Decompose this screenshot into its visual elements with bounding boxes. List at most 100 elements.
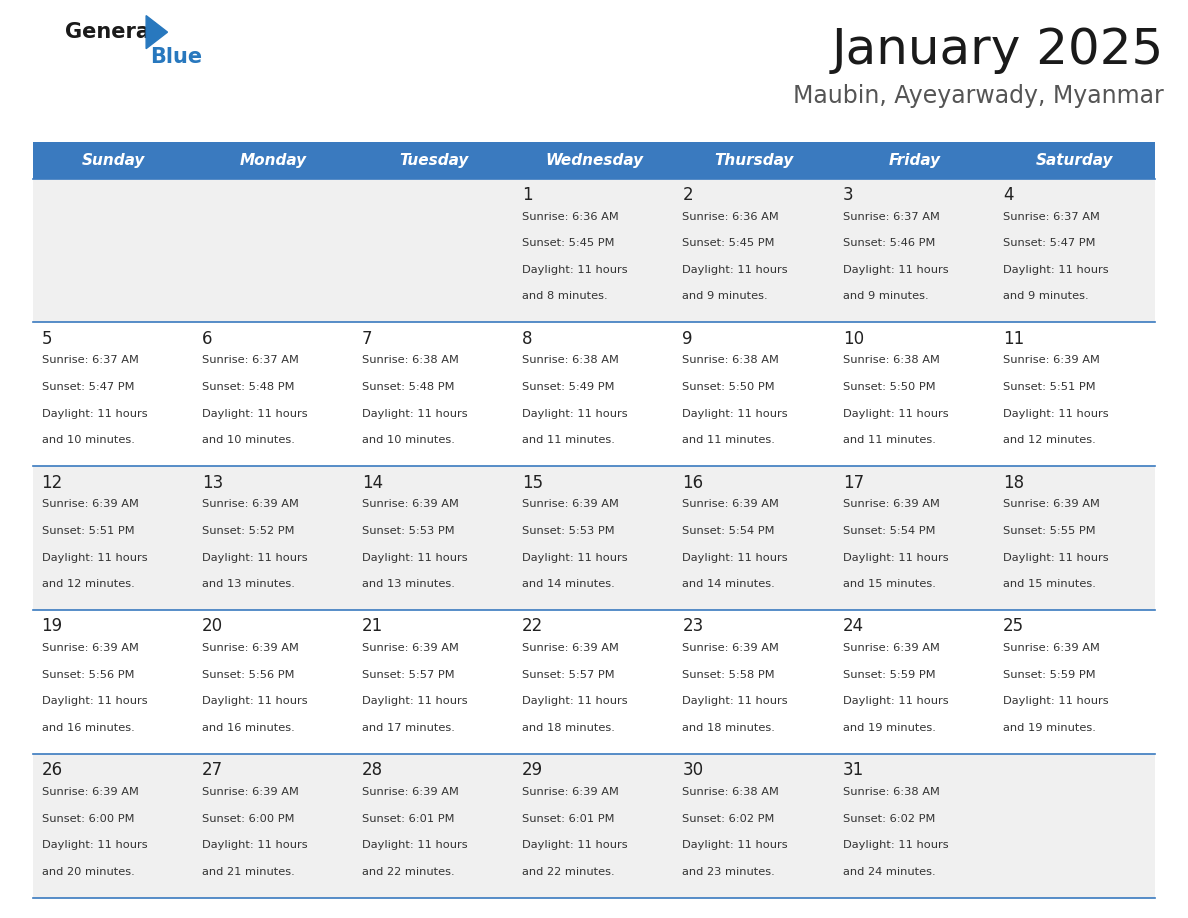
Text: Sunset: 5:52 PM: Sunset: 5:52 PM: [202, 526, 295, 536]
Text: Sunrise: 6:36 AM: Sunrise: 6:36 AM: [682, 212, 779, 221]
Bar: [33, 754, 1155, 898]
Text: Daylight: 11 hours: Daylight: 11 hours: [682, 409, 788, 419]
Text: and 9 minutes.: and 9 minutes.: [682, 291, 769, 301]
Text: and 10 minutes.: and 10 minutes.: [362, 435, 455, 445]
Text: Sunrise: 6:38 AM: Sunrise: 6:38 AM: [682, 355, 779, 365]
Text: 28: 28: [362, 761, 383, 779]
Text: and 16 minutes.: and 16 minutes.: [202, 723, 295, 733]
Text: 7: 7: [362, 330, 373, 348]
Text: Sunrise: 6:37 AM: Sunrise: 6:37 AM: [202, 355, 298, 365]
Text: 4: 4: [1003, 186, 1013, 204]
Text: Tuesday: Tuesday: [399, 153, 468, 168]
Text: Sunset: 5:48 PM: Sunset: 5:48 PM: [202, 382, 295, 392]
Text: and 11 minutes.: and 11 minutes.: [842, 435, 935, 445]
Text: and 23 minutes.: and 23 minutes.: [682, 867, 776, 877]
Text: Sunset: 5:47 PM: Sunset: 5:47 PM: [42, 382, 134, 392]
Text: Friday: Friday: [889, 153, 941, 168]
Text: Daylight: 11 hours: Daylight: 11 hours: [362, 840, 468, 850]
Text: 16: 16: [682, 474, 703, 492]
Text: and 18 minutes.: and 18 minutes.: [523, 723, 615, 733]
Text: Sunset: 5:50 PM: Sunset: 5:50 PM: [682, 382, 775, 392]
Text: Sunrise: 6:39 AM: Sunrise: 6:39 AM: [523, 644, 619, 653]
Text: Daylight: 11 hours: Daylight: 11 hours: [362, 697, 468, 706]
Text: and 10 minutes.: and 10 minutes.: [42, 435, 134, 445]
Text: Sunrise: 6:39 AM: Sunrise: 6:39 AM: [202, 644, 298, 653]
Text: Wednesday: Wednesday: [545, 153, 643, 168]
Text: Sunrise: 6:39 AM: Sunrise: 6:39 AM: [202, 499, 298, 509]
Text: Thursday: Thursday: [714, 153, 794, 168]
Text: 29: 29: [523, 761, 543, 779]
Text: Sunset: 6:00 PM: Sunset: 6:00 PM: [42, 813, 134, 823]
Text: Sunset: 5:46 PM: Sunset: 5:46 PM: [842, 238, 935, 248]
Text: Daylight: 11 hours: Daylight: 11 hours: [682, 264, 788, 274]
Text: and 15 minutes.: and 15 minutes.: [1003, 579, 1095, 589]
Text: Sunset: 5:56 PM: Sunset: 5:56 PM: [42, 670, 134, 679]
Text: 30: 30: [682, 761, 703, 779]
Text: 17: 17: [842, 474, 864, 492]
Text: 24: 24: [842, 618, 864, 635]
Text: and 22 minutes.: and 22 minutes.: [523, 867, 615, 877]
Text: and 13 minutes.: and 13 minutes.: [362, 579, 455, 589]
Text: Sunrise: 6:39 AM: Sunrise: 6:39 AM: [1003, 644, 1100, 653]
Text: and 19 minutes.: and 19 minutes.: [842, 723, 935, 733]
Text: and 21 minutes.: and 21 minutes.: [202, 867, 295, 877]
Text: Sunset: 6:02 PM: Sunset: 6:02 PM: [842, 813, 935, 823]
Text: Daylight: 11 hours: Daylight: 11 hours: [42, 409, 147, 419]
Text: and 11 minutes.: and 11 minutes.: [523, 435, 615, 445]
Text: Daylight: 11 hours: Daylight: 11 hours: [523, 409, 627, 419]
Bar: [33, 610, 1155, 754]
Text: Daylight: 11 hours: Daylight: 11 hours: [1003, 409, 1108, 419]
Text: Sunrise: 6:39 AM: Sunrise: 6:39 AM: [362, 499, 459, 509]
Text: Sunrise: 6:39 AM: Sunrise: 6:39 AM: [523, 499, 619, 509]
Text: Sunset: 5:56 PM: Sunset: 5:56 PM: [202, 670, 295, 679]
Text: Daylight: 11 hours: Daylight: 11 hours: [202, 409, 308, 419]
Text: Sunset: 5:58 PM: Sunset: 5:58 PM: [682, 670, 775, 679]
Text: Daylight: 11 hours: Daylight: 11 hours: [842, 553, 948, 563]
Text: and 16 minutes.: and 16 minutes.: [42, 723, 134, 733]
Text: Daylight: 11 hours: Daylight: 11 hours: [523, 264, 627, 274]
Text: 13: 13: [202, 474, 223, 492]
Text: Sunrise: 6:36 AM: Sunrise: 6:36 AM: [523, 212, 619, 221]
Text: Sunrise: 6:39 AM: Sunrise: 6:39 AM: [362, 787, 459, 797]
Text: Sunrise: 6:39 AM: Sunrise: 6:39 AM: [842, 499, 940, 509]
Text: and 14 minutes.: and 14 minutes.: [682, 579, 776, 589]
Text: Sunrise: 6:38 AM: Sunrise: 6:38 AM: [523, 355, 619, 365]
Bar: [33, 142, 1155, 179]
Text: Sunrise: 6:38 AM: Sunrise: 6:38 AM: [682, 787, 779, 797]
Text: Daylight: 11 hours: Daylight: 11 hours: [42, 697, 147, 706]
Text: Sunrise: 6:37 AM: Sunrise: 6:37 AM: [1003, 212, 1100, 221]
Text: Daylight: 11 hours: Daylight: 11 hours: [362, 409, 468, 419]
Text: Sunrise: 6:39 AM: Sunrise: 6:39 AM: [42, 499, 139, 509]
Text: Daylight: 11 hours: Daylight: 11 hours: [42, 840, 147, 850]
Text: Daylight: 11 hours: Daylight: 11 hours: [682, 553, 788, 563]
Text: Sunset: 5:45 PM: Sunset: 5:45 PM: [523, 238, 614, 248]
Text: Sunrise: 6:39 AM: Sunrise: 6:39 AM: [42, 644, 139, 653]
Text: 19: 19: [42, 618, 63, 635]
Text: and 22 minutes.: and 22 minutes.: [362, 867, 455, 877]
Text: 1: 1: [523, 186, 533, 204]
Text: 9: 9: [682, 330, 693, 348]
Text: Daylight: 11 hours: Daylight: 11 hours: [202, 553, 308, 563]
Text: 20: 20: [202, 618, 223, 635]
Text: 10: 10: [842, 330, 864, 348]
Text: Sunday: Sunday: [82, 153, 145, 168]
Text: and 13 minutes.: and 13 minutes.: [202, 579, 295, 589]
Text: Daylight: 11 hours: Daylight: 11 hours: [523, 840, 627, 850]
Text: Sunset: 5:54 PM: Sunset: 5:54 PM: [682, 526, 775, 536]
Text: Sunset: 6:01 PM: Sunset: 6:01 PM: [362, 813, 455, 823]
Text: Daylight: 11 hours: Daylight: 11 hours: [842, 840, 948, 850]
Text: and 10 minutes.: and 10 minutes.: [202, 435, 295, 445]
Text: Sunset: 5:59 PM: Sunset: 5:59 PM: [1003, 670, 1095, 679]
Text: General: General: [65, 22, 157, 42]
Text: 22: 22: [523, 618, 543, 635]
Text: Sunset: 5:54 PM: Sunset: 5:54 PM: [842, 526, 935, 536]
Text: 26: 26: [42, 761, 63, 779]
Text: Sunrise: 6:39 AM: Sunrise: 6:39 AM: [523, 787, 619, 797]
Text: 11: 11: [1003, 330, 1024, 348]
Text: 5: 5: [42, 330, 52, 348]
Text: Sunset: 5:50 PM: Sunset: 5:50 PM: [842, 382, 935, 392]
Text: 18: 18: [1003, 474, 1024, 492]
Text: Sunrise: 6:37 AM: Sunrise: 6:37 AM: [42, 355, 139, 365]
Text: Blue: Blue: [150, 47, 202, 67]
Text: Sunset: 6:00 PM: Sunset: 6:00 PM: [202, 813, 295, 823]
